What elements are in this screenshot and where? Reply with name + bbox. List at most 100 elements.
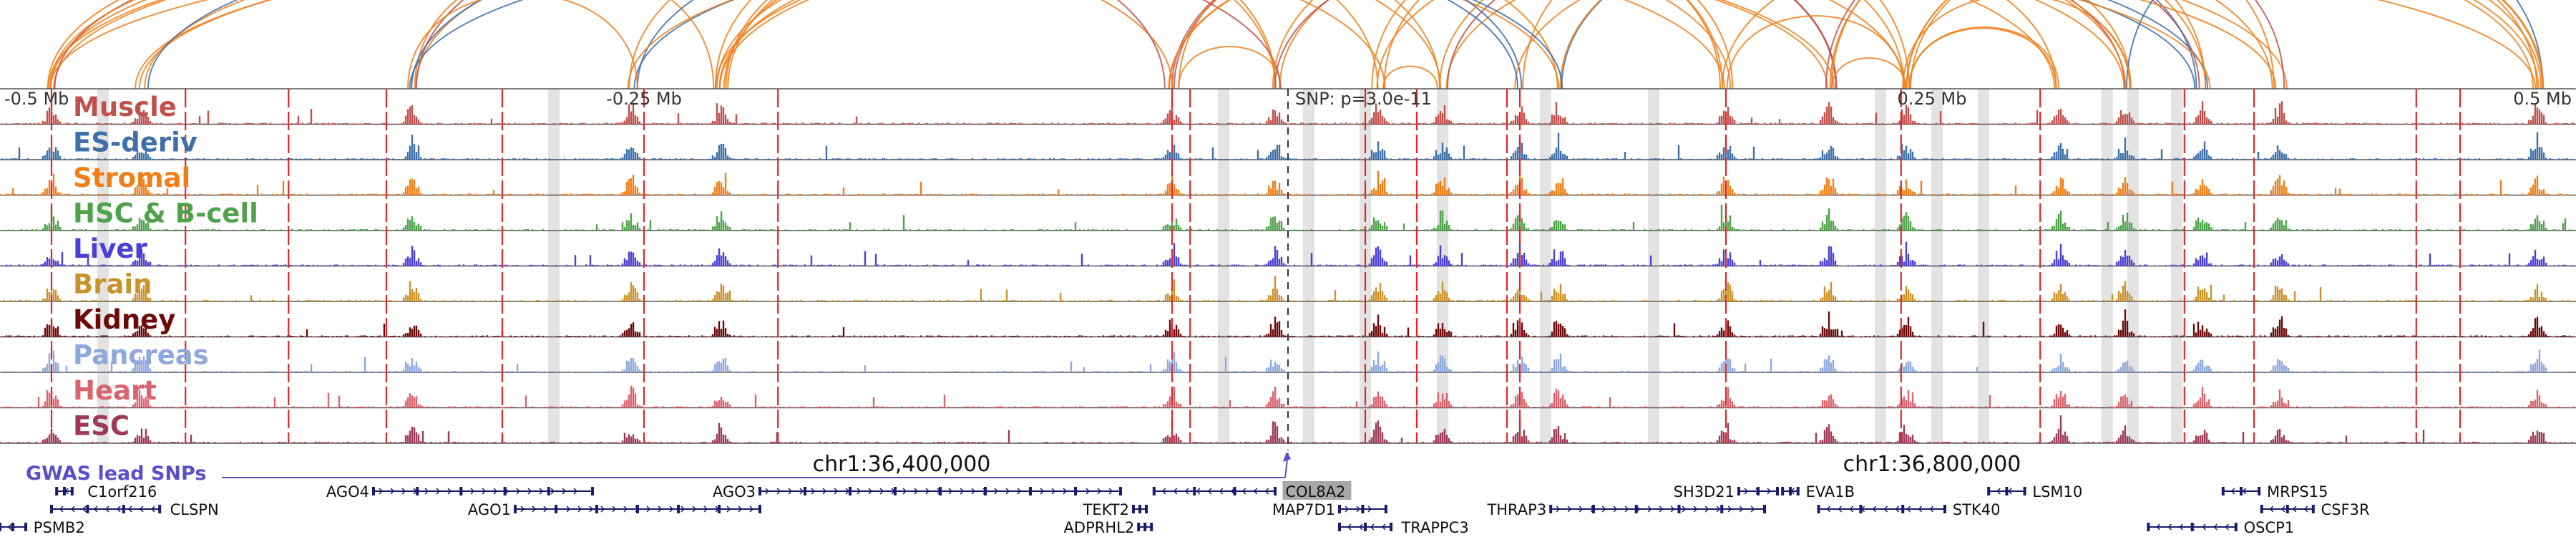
gene-exon xyxy=(1390,523,1392,531)
chromatin-loop-arc xyxy=(1446,0,2200,90)
strand-chevron xyxy=(566,505,571,513)
chromatin-loop-arc xyxy=(1445,0,2534,90)
strand-chevron xyxy=(703,505,708,513)
gene-exon xyxy=(122,505,125,513)
strand-chevron xyxy=(1750,505,1755,513)
gene-exon xyxy=(2005,487,2009,495)
chromatin-loop-arc xyxy=(723,0,1558,90)
gene-exon xyxy=(1364,523,1367,531)
gene-exon xyxy=(372,487,375,495)
gene-label: LSM10 xyxy=(2032,483,2082,500)
gene-exon xyxy=(1233,487,1236,495)
strand-chevron xyxy=(2269,505,2274,513)
chromatin-loop-arc xyxy=(1825,0,2285,90)
strand-chevron xyxy=(914,488,919,495)
strand-chevron xyxy=(1929,505,1934,513)
gene-exon xyxy=(1859,505,1863,513)
gene-exon xyxy=(2147,523,2150,531)
strand-chevron xyxy=(1716,505,1721,513)
strand-chevron xyxy=(2225,523,2229,531)
chromatin-loop-arc xyxy=(1514,0,2540,90)
strand-chevron xyxy=(960,488,965,495)
strand-chevron xyxy=(1347,523,1352,531)
strand-chevron xyxy=(811,488,816,495)
chromatin-loop-arc xyxy=(1830,57,1907,90)
strand-chevron xyxy=(1556,505,1561,513)
gene-sh3d21: SH3D21 xyxy=(1674,483,1779,500)
strand-chevron xyxy=(1230,488,1235,495)
strand-chevron xyxy=(543,505,548,513)
gene-label: PSMB2 xyxy=(34,519,85,536)
gene-tekt2: TEKT2 xyxy=(1083,501,1148,518)
chromatin-loop-arc xyxy=(411,0,1519,90)
strand-chevron xyxy=(1253,488,1258,495)
strand-chevron xyxy=(1727,505,1732,513)
track-label-esc: ESC xyxy=(73,411,130,442)
gene-exon xyxy=(459,487,463,495)
gene-ago3: AGO3 xyxy=(713,483,1122,500)
axis-label: 0.25 Mb xyxy=(1897,89,1966,109)
chromatin-loop-arc xyxy=(1906,0,2545,90)
gene-exon xyxy=(939,487,942,495)
chromatin-loop-arc xyxy=(1559,0,2207,90)
gene-exon xyxy=(1549,505,1553,513)
strand-chevron xyxy=(1219,488,1224,495)
strand-chevron xyxy=(1693,505,1698,513)
strand-chevron xyxy=(1826,505,1831,513)
gene-highlight-box xyxy=(1282,481,1352,500)
gene-exon xyxy=(595,505,598,513)
gene-label: THRAP3 xyxy=(1486,501,1546,518)
strand-chevron xyxy=(1196,488,1201,495)
distance-axis: -0.5 Mb -0.25 Mb 0.25 Mb 0.5 Mb SNP: p=3.0e-… xyxy=(4,89,2572,109)
chromatin-loop-arc xyxy=(725,0,1379,90)
strand-chevron xyxy=(1647,505,1652,513)
strand-chevron xyxy=(1601,505,1606,513)
strand-chevron xyxy=(516,488,521,495)
gene-exon xyxy=(1901,505,1905,513)
track-label-kidney: Kidney xyxy=(73,304,175,335)
chromatin-loop-arc xyxy=(49,0,1560,90)
chromatin-loop-arc xyxy=(1726,15,1905,90)
gene-exon xyxy=(1763,505,1766,513)
strand-chevron xyxy=(1017,488,1022,495)
chromatin-loop-arc xyxy=(2125,0,2544,90)
chromatin-loop-arc xyxy=(633,0,2209,90)
chromatin-loop-arc xyxy=(47,0,1835,90)
chromatin-loop-arc xyxy=(716,0,1732,90)
strand-chevron xyxy=(776,488,781,495)
track-signal-hsc-b-cell xyxy=(3,204,2575,231)
gene-exon xyxy=(50,505,53,513)
strand-chevron xyxy=(1161,488,1166,495)
strand-chevron xyxy=(600,505,605,513)
gene-ago1: AGO1 xyxy=(468,501,761,518)
gene-exon xyxy=(718,505,721,513)
strand-chevron xyxy=(82,505,87,513)
chromatin-loop-arc xyxy=(727,0,1440,90)
gene-exon xyxy=(1074,487,1077,495)
strand-chevron xyxy=(1872,505,1877,513)
chromatin-loop-arc xyxy=(1830,0,2275,90)
gene-clspn: CLSPN xyxy=(50,501,219,518)
track-heart xyxy=(0,385,2576,409)
gene-exon xyxy=(1193,487,1196,495)
strand-chevron xyxy=(2213,523,2218,531)
gene-exon xyxy=(804,487,806,495)
gene-thrap3: THRAP3 xyxy=(1486,501,1766,518)
gene-exon xyxy=(2285,505,2289,513)
gene-label: AGO4 xyxy=(326,483,369,500)
gene-exon xyxy=(894,487,897,495)
strand-chevron xyxy=(116,505,121,513)
gene-trappc3: TRAPPC3 xyxy=(1338,519,1469,536)
strand-chevron xyxy=(925,488,930,495)
gene-exon xyxy=(2240,487,2243,495)
gene-col8a2: COL8A2 xyxy=(1152,481,1352,500)
strand-chevron xyxy=(2179,523,2183,531)
strand-chevron xyxy=(612,505,617,513)
gene-exon xyxy=(1677,505,1681,513)
strand-chevron xyxy=(1356,505,1361,513)
strand-chevron xyxy=(1241,488,1246,495)
strand-chevron xyxy=(562,488,567,495)
chromatin-loop-arc xyxy=(636,0,1523,90)
strand-chevron xyxy=(93,505,98,513)
